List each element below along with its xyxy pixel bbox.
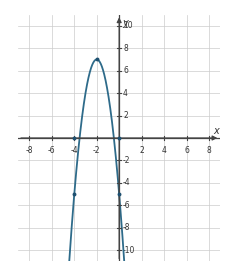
Text: 2: 2 [139, 146, 144, 155]
Text: y: y [122, 18, 128, 28]
Text: -6: -6 [48, 146, 56, 155]
Text: -6: -6 [123, 201, 131, 210]
Text: -4: -4 [123, 178, 131, 187]
Text: 8: 8 [207, 146, 211, 155]
Text: 4: 4 [123, 89, 128, 98]
Text: -2: -2 [123, 156, 131, 165]
Text: 6: 6 [123, 66, 128, 75]
Text: -2: -2 [93, 146, 101, 155]
Text: -10: -10 [123, 246, 136, 255]
Text: 10: 10 [123, 21, 133, 30]
Text: -8: -8 [26, 146, 33, 155]
Text: 6: 6 [184, 146, 189, 155]
Text: -4: -4 [70, 146, 78, 155]
Text: x: x [213, 126, 219, 136]
Text: -8: -8 [123, 223, 131, 232]
Text: 4: 4 [162, 146, 167, 155]
Text: 8: 8 [123, 44, 128, 53]
Text: 2: 2 [123, 111, 128, 120]
